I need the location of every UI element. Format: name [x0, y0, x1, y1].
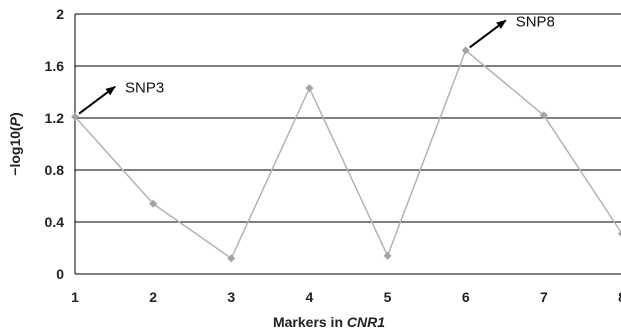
grid-lines — [74, 13, 621, 275]
x-tick-label: 2 — [149, 289, 157, 305]
data-point — [383, 251, 392, 260]
data-point — [227, 254, 236, 263]
annotation-arrow — [78, 85, 116, 115]
x-tick-label: 4 — [306, 289, 314, 305]
x-tick-label: 6 — [462, 289, 470, 305]
x-tick-label: 7 — [540, 289, 548, 305]
x-tick-label: 3 — [227, 289, 235, 305]
annotations: SNP3 SNP8 — [78, 13, 555, 115]
x-tick-label: 1 — [71, 289, 79, 305]
data-points — [71, 46, 621, 263]
series-line — [74, 49, 621, 260]
data-point — [305, 84, 314, 93]
annotation-arrow — [469, 19, 507, 49]
y-tick-label: 0.8 — [45, 162, 65, 178]
data-point — [539, 111, 548, 120]
annotation-label: SNP8 — [516, 13, 555, 30]
data-point — [149, 199, 158, 208]
annotation-label: SNP3 — [125, 80, 164, 97]
y-axis-title: −log10(P) — [7, 112, 23, 175]
data-point — [618, 230, 621, 237]
y-tick-label: 0 — [56, 266, 64, 282]
y-tick-label: 2 — [56, 6, 64, 22]
data-point — [461, 46, 470, 55]
x-tick-label: 8 — [618, 289, 621, 305]
y-tick-label: 1.6 — [45, 58, 65, 74]
y-tick-label: 1.2 — [45, 110, 65, 126]
data-point — [71, 112, 79, 121]
y-tick-labels: 0 0.4 0.8 1.2 1.6 2 — [45, 6, 65, 282]
x-tick-label: 5 — [384, 289, 392, 305]
x-tick-labels: 1 2 3 4 5 6 7 8 — [71, 289, 621, 305]
series-line-path — [74, 49, 621, 260]
x-axis-title: Markers in CNR1 — [273, 314, 385, 330]
y-tick-label: 0.4 — [45, 214, 65, 230]
